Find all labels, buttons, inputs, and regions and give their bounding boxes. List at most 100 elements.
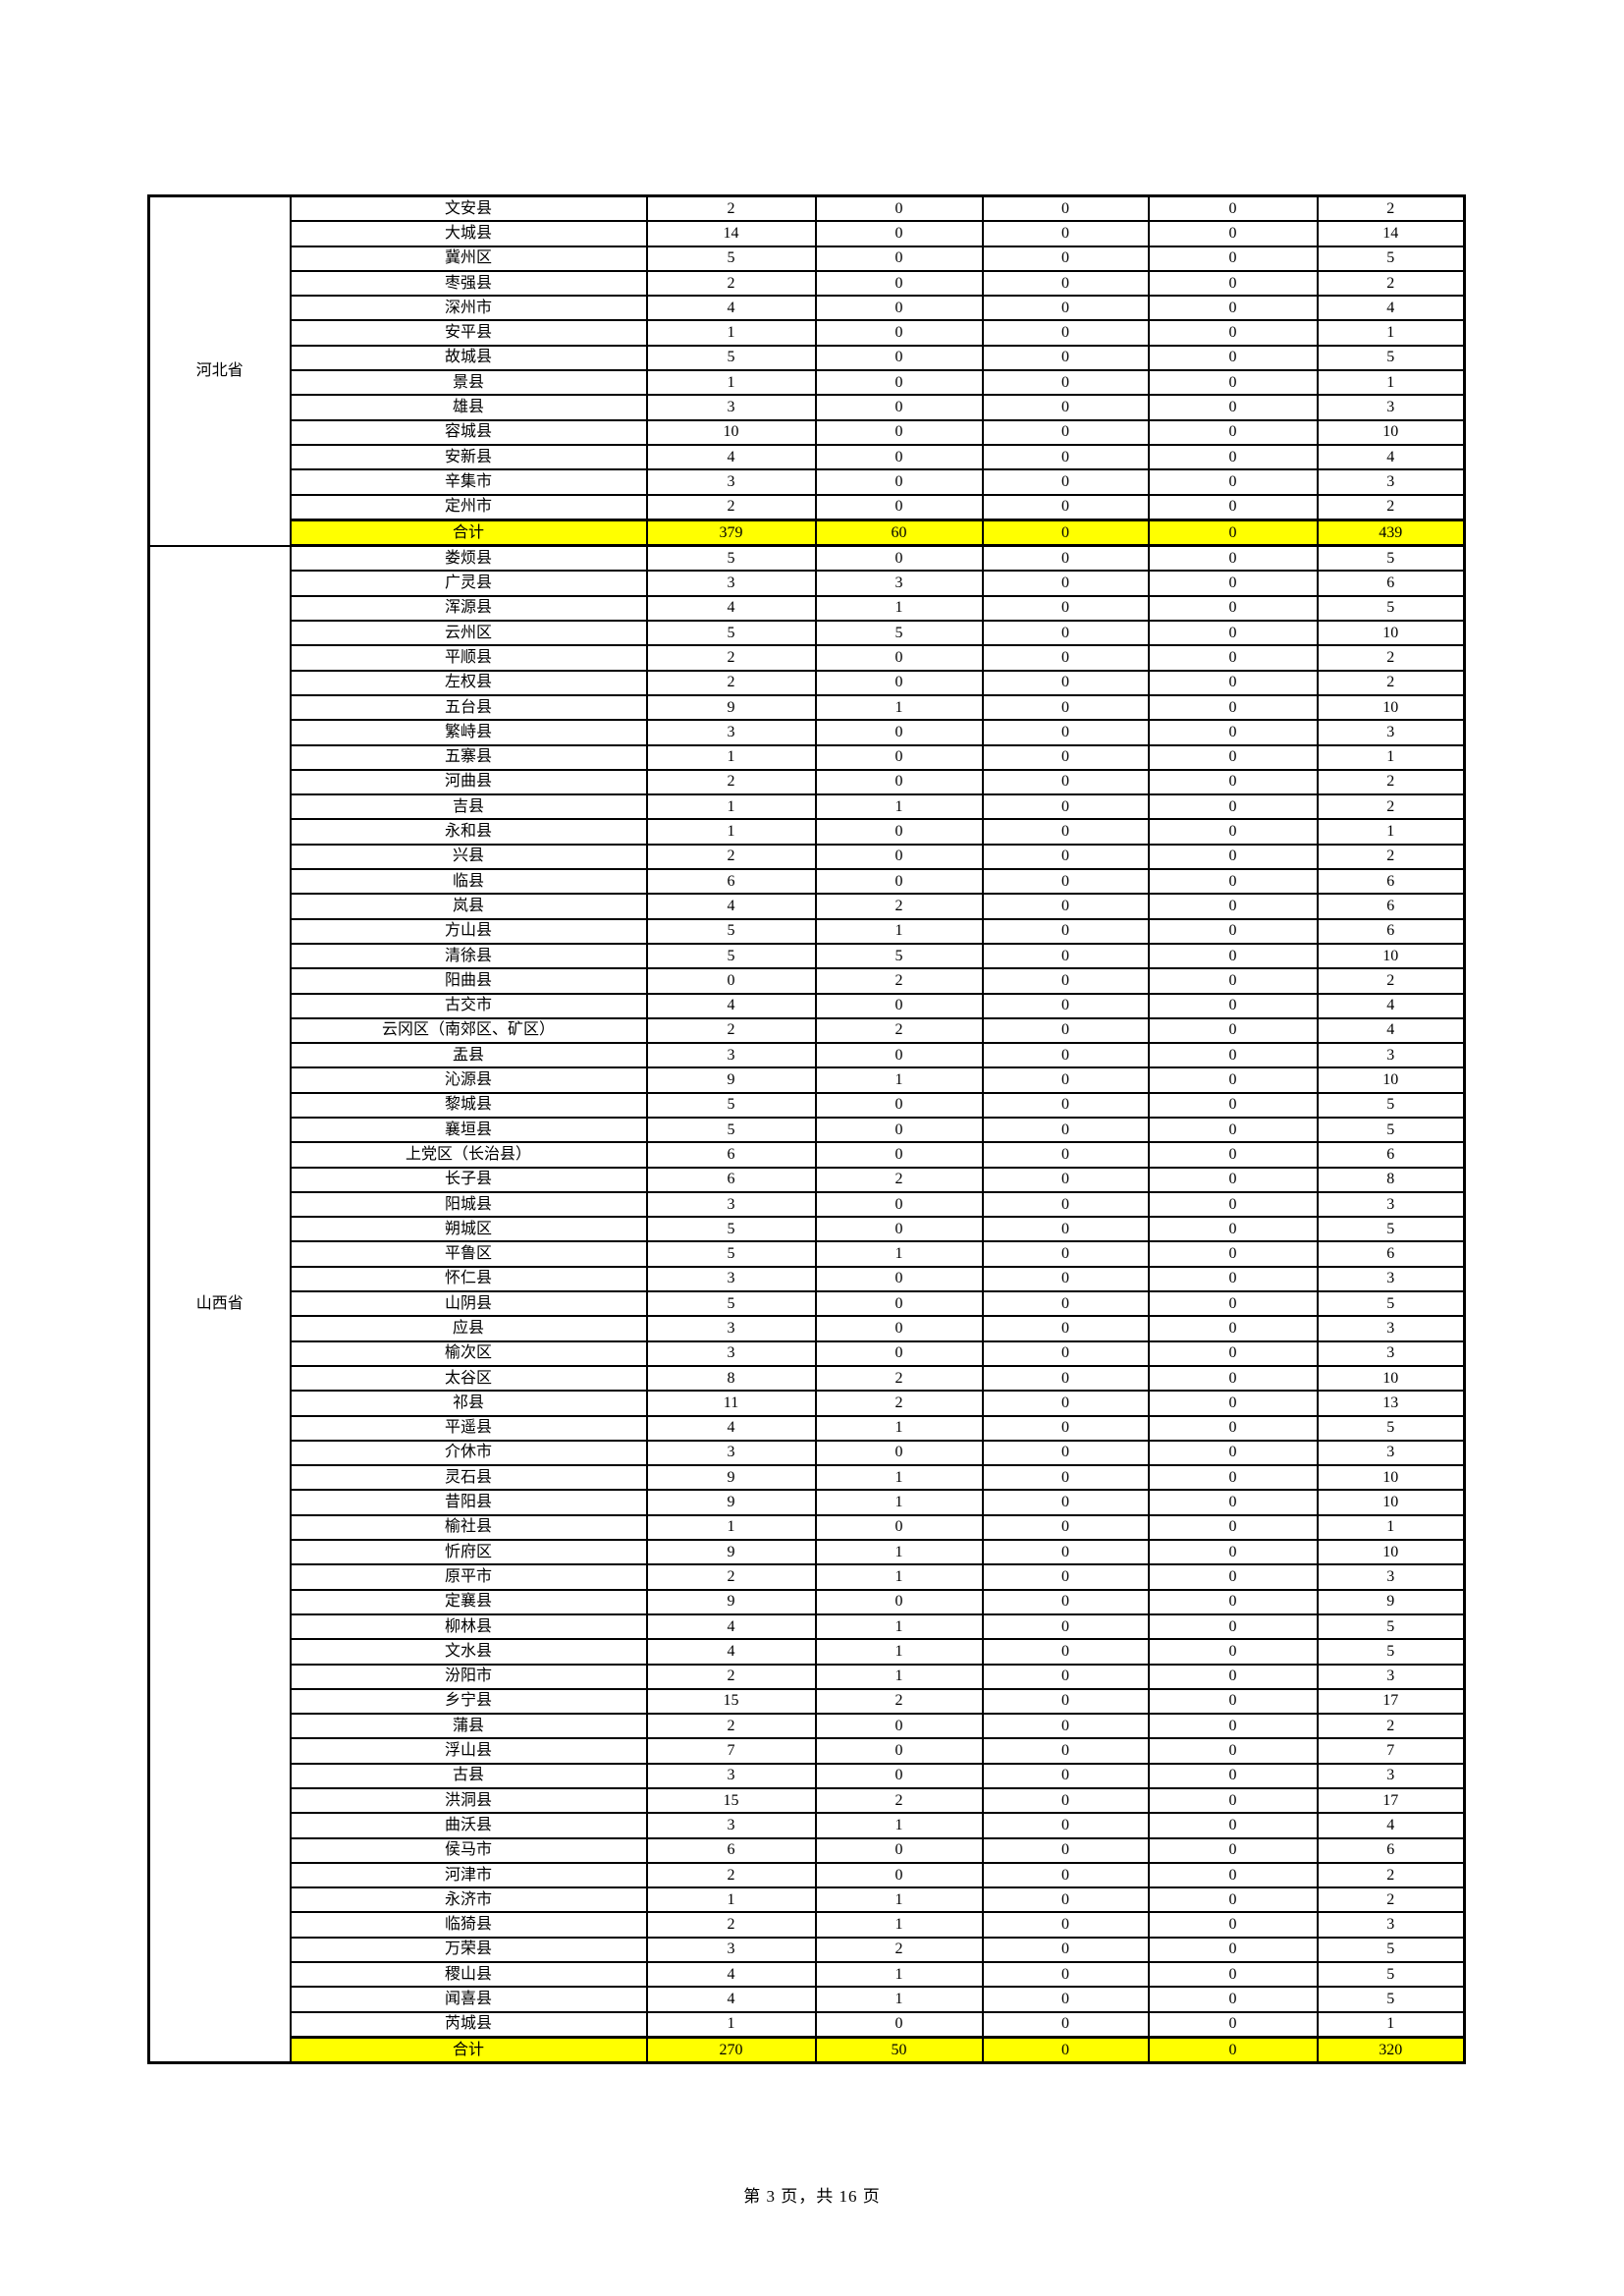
value-cell: 2 [1316, 793, 1466, 821]
table-row: 平遥县 4 1 0 0 5 [149, 1414, 1466, 1442]
value-cell: 0 [981, 1315, 1150, 1342]
value-cell: 0 [814, 1737, 984, 1765]
value-cell: 0 [1147, 793, 1319, 821]
value-cell: 1 [814, 917, 984, 945]
county-cell: 清徐县 [289, 942, 648, 970]
value-cell: 2 [645, 493, 817, 521]
value-cell: 5 [645, 1091, 817, 1119]
table-row: 黎城县 5 0 0 0 5 [149, 1091, 1466, 1119]
value-cell: 5 [645, 620, 817, 647]
value-cell: 2 [1316, 1713, 1466, 1740]
value-cell: 1 [814, 1961, 984, 1989]
value-cell: 0 [981, 868, 1150, 896]
table-row: 冀州区 5 0 0 0 5 [149, 245, 1466, 272]
value-cell: 2 [645, 194, 817, 223]
value-cell: 0 [981, 1489, 1150, 1516]
value-cell: 0 [981, 1786, 1150, 1815]
table-row: 定州市 2 0 0 0 2 [149, 493, 1466, 521]
table-row: 古交市 4 0 0 0 4 [149, 992, 1466, 1019]
value-cell: 9 [645, 1588, 817, 1615]
county-cell: 定州市 [289, 493, 648, 521]
county-cell: 阳城县 [289, 1190, 648, 1219]
value-cell: 1 [645, 319, 817, 347]
table-row: 朔城区 5 0 0 0 5 [149, 1216, 1466, 1243]
value-cell: 0 [981, 1861, 1150, 1889]
county-cell: 云州区 [289, 620, 648, 647]
value-cell: 0 [1147, 1936, 1319, 1964]
section-total-row: 合计 379 60 0 0 439 [149, 518, 1466, 548]
total-value-cell: 270 [645, 2035, 817, 2065]
value-cell: 0 [814, 768, 984, 796]
value-cell: 4 [645, 443, 817, 471]
value-cell: 0 [814, 719, 984, 746]
value-cell: 0 [981, 843, 1150, 871]
table-row: 容城县 10 0 0 0 10 [149, 418, 1466, 446]
table-row: 景县 1 0 0 0 1 [149, 369, 1466, 397]
table-row: 平鲁区 5 1 0 0 6 [149, 1240, 1466, 1268]
value-cell: 1 [645, 1513, 817, 1542]
value-cell: 5 [1316, 1216, 1466, 1243]
total-value-cell: 379 [645, 518, 817, 548]
table-row: 临猗县 2 1 0 0 3 [149, 1911, 1466, 1939]
county-cell: 柳林县 [289, 1613, 648, 1641]
value-cell: 0 [814, 1439, 984, 1467]
value-cell: 2 [645, 1016, 817, 1045]
value-cell: 0 [981, 1190, 1150, 1219]
value-cell: 0 [1147, 1265, 1319, 1293]
county-cell: 吉县 [289, 793, 648, 821]
value-cell: 2 [1316, 669, 1466, 696]
total-value-cell: 50 [814, 2035, 984, 2065]
value-cell: 0 [1147, 967, 1319, 995]
value-cell: 0 [1147, 1364, 1319, 1393]
value-cell: 0 [1147, 1290, 1319, 1318]
table-row: 榆次区 3 0 0 0 3 [149, 1339, 1466, 1367]
value-cell: 0 [1147, 1016, 1319, 1045]
total-value-cell: 0 [981, 518, 1150, 548]
county-cell: 原平市 [289, 1563, 648, 1591]
value-cell: 0 [1147, 2010, 1319, 2039]
table-row: 五台县 9 1 0 0 10 [149, 693, 1466, 722]
value-cell: 4 [645, 1961, 817, 1989]
value-cell: 6 [1316, 917, 1466, 945]
value-cell: 5 [1316, 245, 1466, 272]
table-row: 枣强县 2 0 0 0 2 [149, 269, 1466, 298]
county-cell: 安新县 [289, 443, 648, 471]
value-cell: 0 [1147, 594, 1319, 623]
county-cell: 枣强县 [289, 269, 648, 298]
value-cell: 5 [814, 620, 984, 647]
county-cell: 浑源县 [289, 594, 648, 623]
value-cell: 0 [981, 220, 1150, 247]
value-cell: 0 [981, 793, 1150, 821]
value-cell: 6 [645, 1141, 817, 1169]
value-cell: 4 [645, 1414, 817, 1442]
county-cell: 曲沃县 [289, 1812, 648, 1839]
county-cell: 平鲁区 [289, 1240, 648, 1268]
value-cell: 0 [981, 245, 1150, 272]
total-value-cell: 0 [1147, 2035, 1319, 2065]
value-cell: 3 [1316, 1563, 1466, 1591]
value-cell: 5 [1316, 1638, 1466, 1666]
table-row: 左权县 2 0 0 0 2 [149, 669, 1466, 696]
county-cell: 太谷区 [289, 1364, 648, 1393]
value-cell: 2 [814, 893, 984, 920]
value-cell: 0 [981, 719, 1150, 746]
value-cell: 5 [645, 245, 817, 272]
value-cell: 6 [1316, 1836, 1466, 1864]
value-cell: 0 [981, 394, 1150, 421]
value-cell: 6 [1316, 1141, 1466, 1169]
value-cell: 15 [645, 1786, 817, 1815]
value-cell: 0 [814, 269, 984, 298]
value-cell: 1 [1316, 1513, 1466, 1542]
county-cell: 平遥县 [289, 1414, 648, 1442]
value-cell: 15 [645, 1687, 817, 1716]
value-cell: 0 [981, 818, 1150, 846]
value-cell: 2 [645, 1563, 817, 1591]
value-cell: 0 [1147, 1439, 1319, 1467]
value-cell: 3 [645, 1812, 817, 1839]
value-cell: 3 [645, 468, 817, 496]
table-row: 万荣县 3 2 0 0 5 [149, 1936, 1466, 1964]
table-row: 阳城县 3 0 0 0 3 [149, 1190, 1466, 1219]
value-cell: 0 [981, 443, 1150, 471]
value-cell: 6 [645, 1836, 817, 1864]
table-row: 柳林县 4 1 0 0 5 [149, 1613, 1466, 1641]
